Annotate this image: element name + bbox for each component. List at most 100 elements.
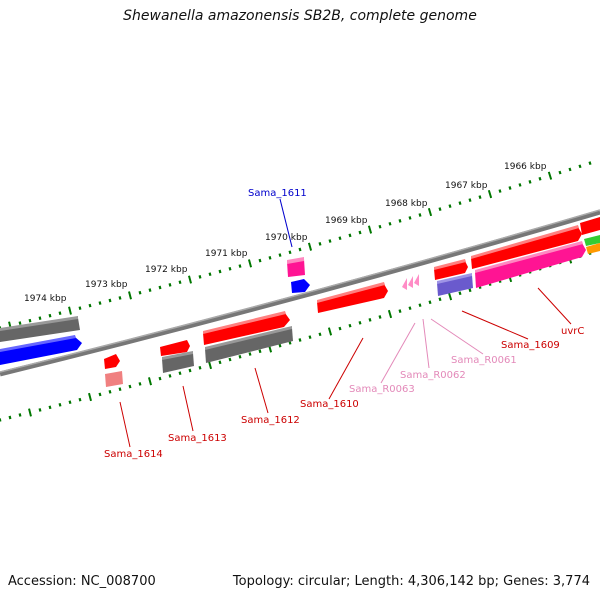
ruler-tick <box>348 323 352 328</box>
feature-green-right-edge[interactable] <box>584 235 600 246</box>
ruler-tick <box>218 360 222 365</box>
ruler-tick <box>108 298 112 303</box>
ruler-tick <box>178 280 182 285</box>
ruler-tick <box>278 343 282 348</box>
kbp-label-1974: 1974 kbp <box>24 294 67 304</box>
feature-sama-1614[interactable] <box>104 354 123 387</box>
ruler-tick <box>318 332 322 337</box>
label-sama-r0063[interactable]: Sama_R0063 <box>349 384 415 395</box>
feature-rna-r0063[interactable] <box>402 278 407 290</box>
ruler-tick <box>88 303 92 308</box>
genome-backbone <box>0 209 600 377</box>
ruler-tick <box>228 357 232 362</box>
ruler-tick <box>458 201 462 205</box>
ruler-tick <box>18 321 22 325</box>
ruler-tick <box>367 225 373 234</box>
kbp-label-1966: 1966 kbp <box>504 162 547 172</box>
label-sama-1609[interactable]: Sama_1609 <box>501 340 560 351</box>
feature-blue-1611[interactable] <box>291 279 310 293</box>
feature-sama-1610[interactable] <box>317 282 388 313</box>
kbp-label-1968: 1968 kbp <box>385 199 428 209</box>
ruler-tick <box>358 230 362 235</box>
ruler-tick <box>68 306 72 315</box>
feature-rna-r0062[interactable] <box>408 276 413 288</box>
ruler-tick <box>228 266 232 271</box>
leader-sama-1610 <box>328 337 364 400</box>
ruler-tick <box>378 315 382 319</box>
ruler-tick <box>427 207 433 217</box>
leader-sama-1611 <box>279 198 293 248</box>
ruler-tick <box>378 224 382 229</box>
ruler-tick <box>98 392 102 397</box>
ruler-tick <box>58 402 62 407</box>
feature-red-right-edge[interactable] <box>580 217 600 235</box>
feature-purple-lower[interactable] <box>437 273 473 296</box>
label-sama-r0061[interactable]: Sama_R0061 <box>451 355 517 366</box>
ruler-tick <box>468 288 472 293</box>
ruler-tick <box>38 408 42 412</box>
ruler-tick <box>518 183 522 187</box>
label-sama-r0062[interactable]: Sama_R0062 <box>400 370 466 381</box>
ruler-tick <box>88 392 92 402</box>
feature-sama-1609-upper[interactable] <box>434 259 468 280</box>
ruler-tick <box>448 204 452 208</box>
feature-gray-lower-1612[interactable] <box>205 326 293 363</box>
label-sama-1612[interactable]: Sama_1612 <box>241 415 300 426</box>
feature-orange-right-edge[interactable] <box>586 243 600 254</box>
label-sama-1611[interactable]: Sama_1611 <box>248 188 307 199</box>
ruler-tick <box>447 292 453 301</box>
ruler-tick <box>438 207 442 211</box>
ruler-tick <box>78 306 82 310</box>
ruler-tick <box>258 349 262 354</box>
ruler-tick <box>508 186 512 190</box>
ruler-tick <box>468 198 472 202</box>
ruler-tick <box>128 384 132 389</box>
feature-blue-lower-left[interactable] <box>0 335 82 365</box>
ruler-tick <box>178 371 182 376</box>
genome-summary-text: Topology: circular; Length: 4,306,142 bp… <box>232 574 590 589</box>
ruler-tick <box>398 309 402 313</box>
ruler-tick <box>168 283 172 287</box>
feature-uvrc-upper[interactable] <box>471 225 582 269</box>
ruler-tick <box>248 352 252 356</box>
feature-rna-r0061[interactable] <box>414 274 419 286</box>
ruler-tick <box>158 376 162 381</box>
ruler-tick <box>138 290 142 295</box>
label-sama-1614[interactable]: Sama_1614 <box>104 449 163 460</box>
ruler-tick <box>328 239 332 243</box>
ruler-tick <box>207 360 213 370</box>
map-title: Shewanella amazonensis SB2B, complete ge… <box>123 8 477 24</box>
feature-gray-upper-left[interactable] <box>0 316 80 342</box>
leader-sama-1613 <box>182 385 194 432</box>
ruler-tick <box>68 400 72 405</box>
ruler-tick <box>408 216 412 220</box>
feature-sama-1613[interactable] <box>160 340 194 373</box>
ruler-tick <box>528 180 532 184</box>
leader-sama-1614 <box>119 401 131 448</box>
ruler-tick <box>8 415 12 420</box>
kbp-label-1970: 1970 kbp <box>265 233 308 243</box>
ruler-tick <box>118 296 122 300</box>
ruler-upper <box>0 161 592 330</box>
label-uvrc[interactable]: uvrC <box>561 326 584 337</box>
ruler-tick <box>58 311 62 315</box>
label-sama-1610[interactable]: Sama_1610 <box>300 399 359 410</box>
feature-pink-lower[interactable] <box>475 241 586 288</box>
leader-sama-r0062 <box>422 318 430 369</box>
ruler-tick <box>478 195 482 199</box>
feature-sama-1612[interactable] <box>203 311 290 345</box>
label-sama-1613[interactable]: Sama_1613 <box>168 433 227 444</box>
ruler-tick <box>307 242 313 251</box>
ruler-tick <box>247 259 253 268</box>
ruler-tick <box>118 387 122 392</box>
ruler-tick <box>48 313 52 318</box>
feature-sama-1611[interactable] <box>287 257 305 277</box>
ruler-tick <box>288 250 292 255</box>
accession-text: Accession: NC_008700 <box>8 574 156 589</box>
ruler-tick <box>558 170 562 175</box>
ruler-tick <box>547 171 553 180</box>
ruler-tick <box>28 318 32 323</box>
ruler-tick <box>368 318 372 322</box>
ruler-tick <box>338 326 342 331</box>
ruler-tick <box>418 303 422 308</box>
